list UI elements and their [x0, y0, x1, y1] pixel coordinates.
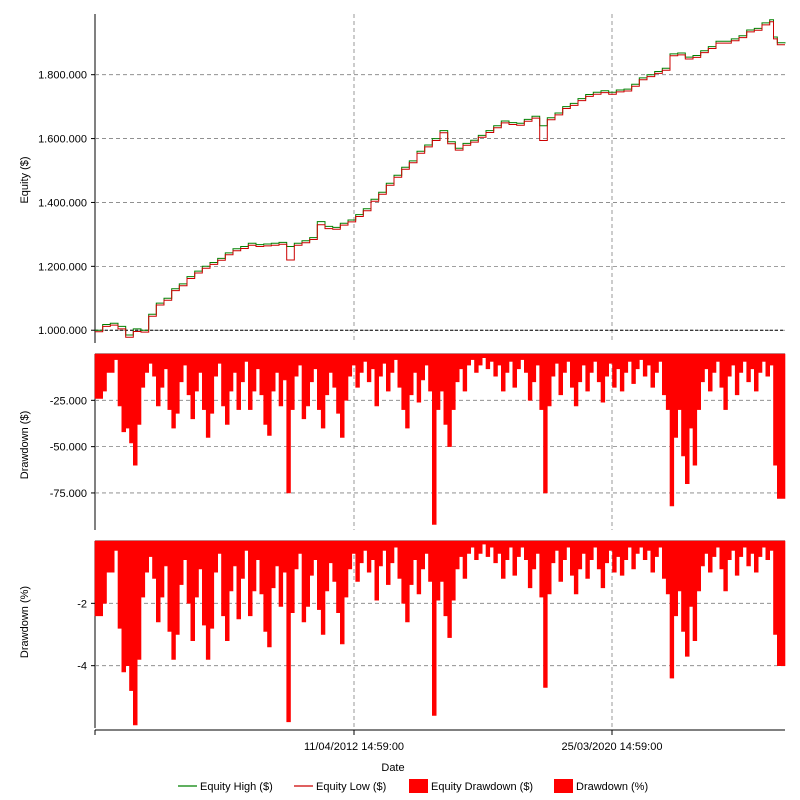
legend-item-equity-drawdown[interactable]: Equity Drawdown ($) [409, 779, 533, 793]
legend-label-equity-high: Equity High ($) [200, 781, 273, 793]
equity-y-ticks: 1.000.000 1.200.000 1.400.000 1.600.000 1.80… [38, 70, 95, 337]
legend-item-equity-low[interactable]: Equity Low ($) [294, 781, 386, 793]
drawdown_pct-ytick-label-1: -4 [77, 661, 87, 673]
drawdown_usd-ytick-label-1: -50.000 [50, 442, 87, 454]
equity-panel: 1.000.000 1.200.000 1.400.000 1.600.000 1.80… [19, 14, 786, 343]
equity-ytick-label-3: 1.600.000 [38, 134, 87, 146]
chart-legend: Equity High ($) Equity Low ($) Equity Dr… [178, 779, 648, 793]
equity-y-axis-label: Equity ($) [19, 156, 31, 203]
drawdown-pct-panel: -2 -4 Drawdown (%) [19, 540, 786, 728]
legend-label-drawdown-pct: Drawdown (%) [576, 781, 648, 793]
legend-swatch-drawdown-pct [554, 779, 573, 793]
drawdown-pct-y-axis-label: Drawdown (%) [19, 586, 31, 658]
drawdown-usd-panel: -25.000 -50.000 -75.000 Drawdown ($) [19, 353, 786, 530]
drawdown-usd-series [94, 353, 786, 525]
drawdown-usd-y-axis-label: Drawdown ($) [19, 411, 31, 479]
series-equity-high [95, 19, 786, 336]
equity-series [95, 19, 786, 338]
drawdown-usd-y-ticks: -25.000 -50.000 -75.000 [50, 395, 95, 500]
legend-swatch-equity-drawdown [409, 779, 428, 793]
legend-label-equity-drawdown: Equity Drawdown ($) [431, 781, 533, 793]
drawdown_usd-ytick-label-2: -75.000 [50, 488, 87, 500]
equity-ytick-label-4: 1.800.000 [38, 70, 87, 82]
legend-item-drawdown-pct[interactable]: Drawdown (%) [554, 779, 648, 793]
x-axis: 11/04/2012 14:59:00 25/03/2020 14:59:00 … [94, 729, 785, 774]
legend-item-equity-high[interactable]: Equity High ($) [178, 781, 273, 793]
series-equity-low [95, 21, 785, 338]
x-axis-label: Date [381, 762, 404, 774]
equity-ytick-label-1: 1.200.000 [38, 261, 87, 273]
series-drawdown [94, 540, 786, 726]
equity-ytick-label-0: 1.000.000 [38, 325, 87, 337]
legend-label-equity-low: Equity Low ($) [316, 781, 386, 793]
drawdown-pct-series [94, 540, 786, 726]
series-equity-drawdown [94, 353, 786, 525]
x-tick-label-2020: 25/03/2020 14:59:00 [562, 741, 663, 753]
drawdown_pct-ytick-label-0: -2 [77, 598, 87, 610]
equity-ytick-label-2: 1.400.000 [38, 197, 87, 209]
drawdown_usd-ytick-label-0: -25.000 [50, 395, 87, 407]
drawdown-pct-y-ticks: -2 -4 [77, 598, 95, 673]
x-tick-label-2012: 11/04/2012 14:59:00 [304, 741, 404, 753]
